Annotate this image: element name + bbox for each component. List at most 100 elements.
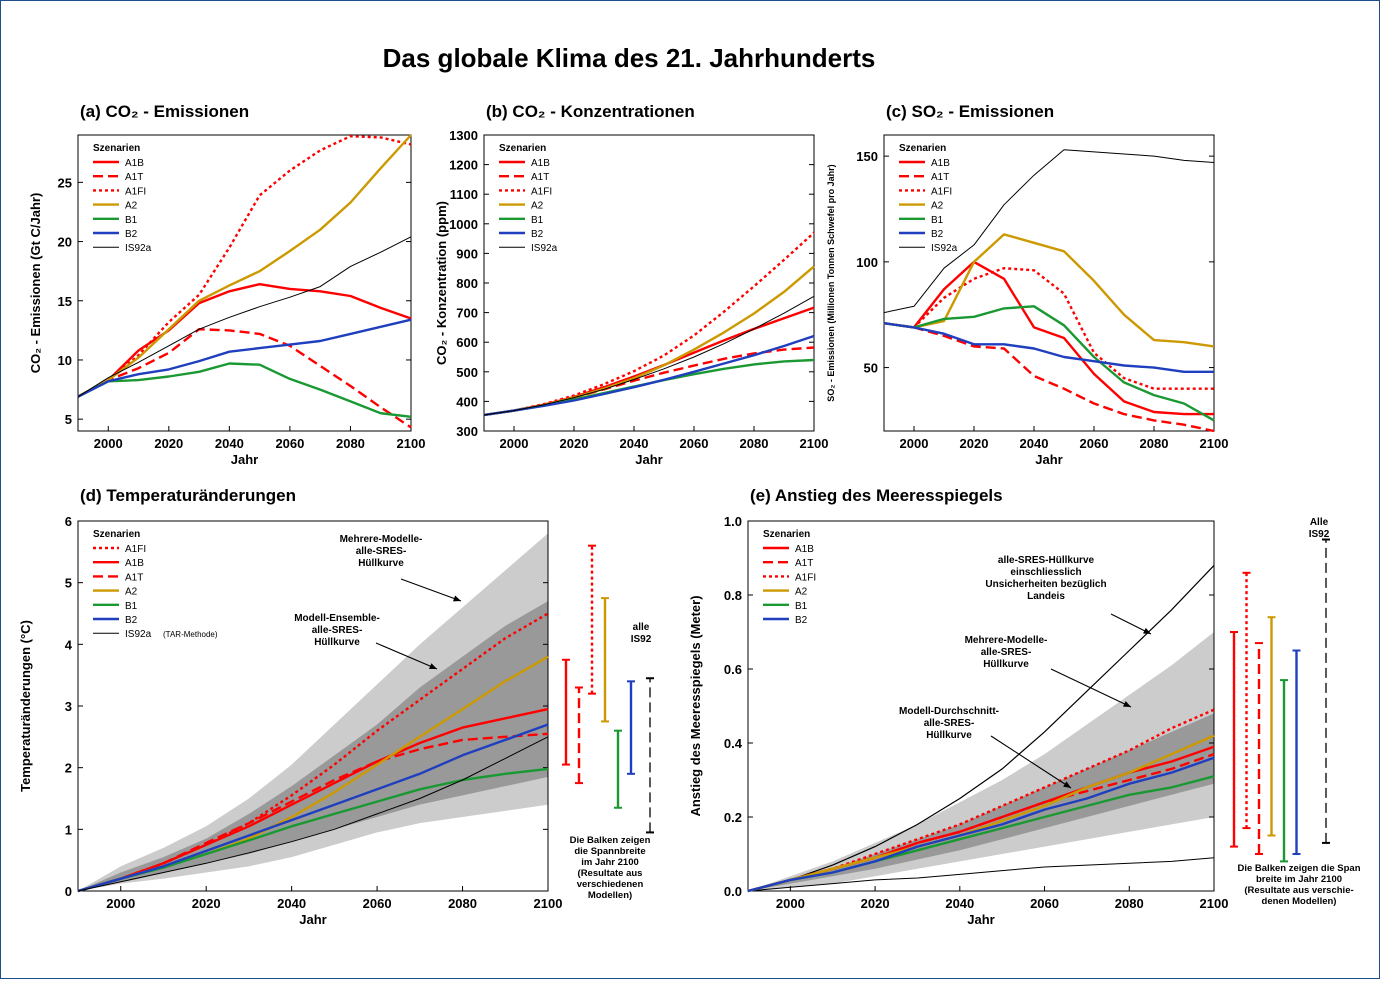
legend-label-b1: B1 <box>531 215 544 226</box>
y-tick-label-a: 15 <box>58 294 72 309</box>
y-tick-label-e: 0.0 <box>724 884 742 899</box>
x-tick-label-d: 2080 <box>448 896 477 911</box>
annotation-text-e-0: Unsicherheiten bezüglich <box>985 579 1106 590</box>
x-tick-label-a: 2000 <box>94 436 123 451</box>
y-tick-label-b: 1000 <box>449 217 478 232</box>
range-note-e: Die Balken zeigen die Span <box>1237 863 1360 874</box>
y-tick-label-d: 2 <box>65 761 72 776</box>
x-tick-label-e: 2100 <box>1200 896 1229 911</box>
annotation-text-d-0: Mehrere-Modelle- <box>340 534 423 545</box>
y-tick-label-a: 20 <box>58 235 72 250</box>
series-line-a1b-c <box>883 260 1214 416</box>
band-inner-d <box>78 601 548 891</box>
legend-label-b2: B2 <box>125 615 138 626</box>
x-tick-label-e: 2000 <box>776 896 805 911</box>
series-line-a2-e <box>747 734 1215 893</box>
y-tick-label-c: 50 <box>864 361 878 376</box>
annotation-text-e-0: Landeis <box>1027 591 1065 602</box>
annotation-arrow-d-1 <box>375 642 438 670</box>
y-tick-label-d: 5 <box>65 576 72 591</box>
series-line-b1-a <box>77 362 412 418</box>
band-inner-e <box>748 713 1214 891</box>
band-outer-e <box>748 632 1214 891</box>
annotation-text-d-0: Hüllkurve <box>358 558 404 569</box>
y-tick-label-a: 5 <box>65 412 72 427</box>
series-line-a1fi-a <box>77 134 412 398</box>
x-tick-label-e: 2040 <box>945 896 974 911</box>
range-note-d: (Resultate aus <box>578 868 643 879</box>
series-line-is92a-c <box>883 149 1215 314</box>
x-axis-label-a: Jahr <box>231 452 258 467</box>
y-tick-label-d: 4 <box>65 637 73 652</box>
y-tick-label-d: 0 <box>65 884 72 899</box>
legend-label-a1b: A1B <box>531 158 550 169</box>
axes-box-c <box>883 134 1215 432</box>
x-tick-label-d: 2000 <box>106 896 135 911</box>
axes-box-e <box>747 520 1215 892</box>
annotation-text-d-1: alle-SRES- <box>312 625 363 636</box>
legend-label-a1fi: A1FI <box>931 186 952 197</box>
y-tick-label-d: 1 <box>65 822 72 837</box>
legend-label-b2: B2 <box>125 229 138 240</box>
annotation-arrowhead-d-0 <box>453 595 461 602</box>
y-tick-label-e: 0.4 <box>724 736 743 751</box>
x-tick-label-b: 2080 <box>740 436 769 451</box>
legend-header-c: Szenarien <box>899 143 946 154</box>
legend-label-a2: A2 <box>931 201 944 212</box>
annotation-text-e-2: Modell-Durchschnitt- <box>899 706 999 717</box>
legend-header-d: Szenarien <box>93 529 140 540</box>
legend-header-e: Szenarien <box>763 529 810 540</box>
legend-label-b1: B1 <box>125 601 138 612</box>
annotation-text-e-0: einschliesslich <box>1010 567 1081 578</box>
x-tick-label-a: 2040 <box>215 436 244 451</box>
x-tick-label-c: 2040 <box>1020 436 1049 451</box>
panel-e: (e) Anstieg des Meeresspiegels 2000 2020 20… <box>688 486 1361 927</box>
series-line-a1fi-d <box>77 612 549 893</box>
y-axis-label-d: Temperaturänderungen (°C) <box>18 620 33 792</box>
series-line-a1t-a <box>77 328 412 429</box>
legend-label-is92a: IS92a <box>931 243 958 254</box>
legend-label-b2: B2 <box>795 615 808 626</box>
x-tick-label-c: 2080 <box>1140 436 1169 451</box>
x-axis-label-e: Jahr <box>967 912 994 927</box>
range-note-d: die Spannbreite <box>574 846 645 857</box>
x-tick-label-b: 2100 <box>800 436 829 451</box>
series-line-b2-b <box>483 334 815 417</box>
y-tick-label-b: 300 <box>456 424 478 439</box>
series-line-a2-a <box>77 134 412 398</box>
y-tick-label-b: 600 <box>456 335 478 350</box>
y-tick-label-e: 0.8 <box>724 588 742 603</box>
series-line-a1fi-c <box>883 267 1214 390</box>
legend-label-is92a: IS92a <box>125 629 152 640</box>
y-axis-label-e: Anstieg des Meeresspiegels (Meter) <box>688 595 703 816</box>
y-tick-label-a: 10 <box>58 353 72 368</box>
x-tick-label-a: 2100 <box>397 436 426 451</box>
series-line-b2-c <box>883 322 1214 373</box>
x-tick-label-b: 2040 <box>620 436 649 451</box>
range-note-d: verschiedenen <box>577 879 644 890</box>
series-line-is92a-a <box>77 236 412 398</box>
x-tick-label-e: 2020 <box>861 896 890 911</box>
x-tick-label-c: 2060 <box>1080 436 1109 451</box>
series-line-is92a-b <box>483 295 815 416</box>
y-tick-label-b: 700 <box>456 306 478 321</box>
legend-label-is92a: IS92a <box>531 243 558 254</box>
legend-header-a: Szenarien <box>93 143 140 154</box>
legend-label-b2: B2 <box>931 229 944 240</box>
series-line-a1b-a <box>77 283 412 398</box>
annotation-text-e-1: Hüllkurve <box>983 659 1029 670</box>
x-tick-label-c: 2000 <box>900 436 929 451</box>
range-note-d: Modellen) <box>588 890 632 901</box>
y-tick-label-c: 150 <box>856 149 878 164</box>
annotation-arrow-e-1 <box>1050 668 1132 708</box>
legend-label-b1: B1 <box>931 215 944 226</box>
upper-envelope-line <box>747 564 1215 892</box>
legend-label-a2: A2 <box>531 201 544 212</box>
range-note-d: Die Balken zeigen <box>570 835 651 846</box>
x-tick-label-c: 2100 <box>1200 436 1229 451</box>
x-tick-label-b: 2000 <box>500 436 529 451</box>
range-note-e: (Resultate aus verschie- <box>1244 885 1353 896</box>
annotation-arrowhead-e-0 <box>1143 627 1151 634</box>
